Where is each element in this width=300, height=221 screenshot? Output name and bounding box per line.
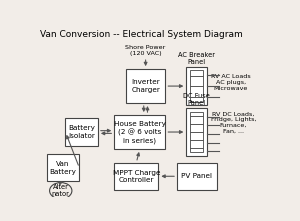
Text: PV Panel: PV Panel bbox=[181, 173, 212, 179]
Bar bbox=[177, 163, 217, 190]
Text: Shore Power
(120 VAC): Shore Power (120 VAC) bbox=[125, 45, 166, 56]
Bar bbox=[65, 118, 98, 146]
Text: AC Breaker
Panel: AC Breaker Panel bbox=[178, 52, 215, 65]
Bar bbox=[114, 115, 165, 149]
Bar bbox=[126, 69, 165, 103]
Text: DC Fuse
Panel: DC Fuse Panel bbox=[183, 93, 210, 106]
Text: MPPT Charge
Controller: MPPT Charge Controller bbox=[112, 170, 160, 183]
Text: House Battery
(2 @ 6 volts
in series): House Battery (2 @ 6 volts in series) bbox=[114, 120, 166, 143]
Text: Alter
nator: Alter nator bbox=[52, 184, 70, 197]
Bar bbox=[114, 163, 158, 190]
Text: RV AC Loads
AC plugs,
Microwave: RV AC Loads AC plugs, Microwave bbox=[211, 74, 250, 91]
Text: Battery
Isolator: Battery Isolator bbox=[68, 125, 95, 139]
Text: Van Conversion -- Electrical System Diagram: Van Conversion -- Electrical System Diag… bbox=[40, 30, 243, 39]
Text: RV DC Loads,
Fridge, Lights,
Furnace,
Fan, ...: RV DC Loads, Fridge, Lights, Furnace, Fa… bbox=[211, 112, 256, 134]
Text: Van
Battery: Van Battery bbox=[50, 161, 76, 175]
Bar bbox=[47, 154, 79, 181]
Bar bbox=[186, 67, 207, 105]
Bar bbox=[190, 112, 203, 152]
Text: Inverter
Charger: Inverter Charger bbox=[131, 79, 160, 93]
Bar bbox=[186, 108, 207, 156]
Bar bbox=[190, 70, 203, 102]
